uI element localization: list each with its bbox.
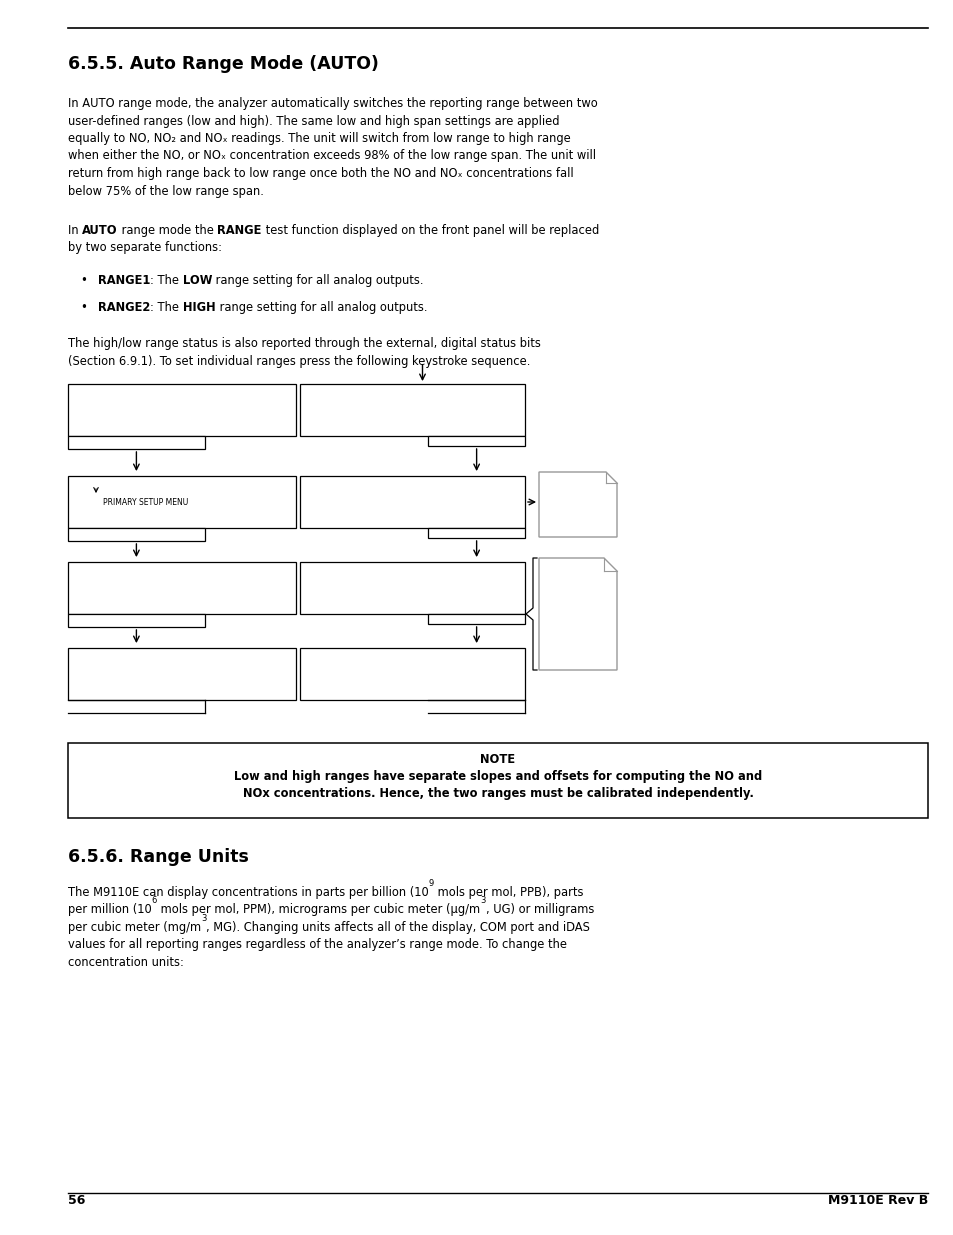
Text: range setting for all analog outputs.: range setting for all analog outputs. xyxy=(215,301,427,315)
Text: RANGE: RANGE xyxy=(217,224,261,237)
Polygon shape xyxy=(538,472,617,537)
Bar xyxy=(428,436,524,446)
Bar xyxy=(299,648,524,700)
Text: concentration units:: concentration units: xyxy=(68,956,184,969)
Bar xyxy=(68,436,205,450)
Text: (Section 6.9.1). To set individual ranges press the following keystroke sequence: (Section 6.9.1). To set individual range… xyxy=(68,354,530,368)
Text: NOx concentrations. Hence, the two ranges must be calibrated independently.: NOx concentrations. Hence, the two range… xyxy=(242,788,753,800)
Bar xyxy=(428,614,524,624)
Text: 6.5.5. Auto Range Mode (AUTO): 6.5.5. Auto Range Mode (AUTO) xyxy=(68,56,378,73)
Text: test function displayed on the front panel will be replaced: test function displayed on the front pan… xyxy=(261,224,598,237)
Text: range mode the: range mode the xyxy=(118,224,217,237)
Text: HIGH: HIGH xyxy=(183,301,215,315)
Text: : The: : The xyxy=(151,301,183,315)
Bar xyxy=(68,743,927,818)
Text: below 75% of the low range span.: below 75% of the low range span. xyxy=(68,184,264,198)
Text: AUTO: AUTO xyxy=(82,224,118,237)
Text: mols per mol, PPB), parts: mols per mol, PPB), parts xyxy=(434,885,583,899)
Bar xyxy=(68,384,295,436)
Bar xyxy=(68,562,295,614)
Text: NOTE: NOTE xyxy=(480,753,515,766)
Text: : The: : The xyxy=(151,274,183,287)
Text: per cubic meter (mg/m: per cubic meter (mg/m xyxy=(68,921,201,934)
Text: , MG). Changing units affects all of the display, COM port and iDAS: , MG). Changing units affects all of the… xyxy=(206,921,590,934)
Bar xyxy=(428,529,524,538)
Text: PRIMARY SETUP MENU: PRIMARY SETUP MENU xyxy=(103,498,188,508)
Text: Low and high ranges have separate slopes and offsets for computing the NO and: Low and high ranges have separate slopes… xyxy=(233,769,761,783)
Text: 9: 9 xyxy=(428,879,434,888)
Text: per million (10: per million (10 xyxy=(68,904,152,916)
Text: when either the NO, or NOₓ concentration exceeds 98% of the low range span. The : when either the NO, or NOₓ concentration… xyxy=(68,149,596,163)
Text: M9110E Rev B: M9110E Rev B xyxy=(827,1194,927,1207)
Bar xyxy=(68,529,205,541)
Text: 6.5.6. Range Units: 6.5.6. Range Units xyxy=(68,848,249,866)
Text: RANGE1: RANGE1 xyxy=(98,274,151,287)
Text: 3: 3 xyxy=(479,897,485,905)
Text: by two separate functions:: by two separate functions: xyxy=(68,242,222,254)
Bar xyxy=(68,475,295,529)
Bar xyxy=(68,614,205,627)
Text: 3: 3 xyxy=(201,914,206,923)
Text: In: In xyxy=(68,224,82,237)
Bar xyxy=(68,648,295,700)
Text: 6: 6 xyxy=(152,897,157,905)
Text: RANGE2: RANGE2 xyxy=(98,301,151,315)
Text: return from high range back to low range once both the NO and NOₓ concentrations: return from high range back to low range… xyxy=(68,167,573,180)
Text: 56: 56 xyxy=(68,1194,85,1207)
Text: •: • xyxy=(80,274,87,287)
Text: LOW: LOW xyxy=(183,274,213,287)
Bar xyxy=(299,562,524,614)
Text: values for all reporting ranges regardless of the analyzer’s range mode. To chan: values for all reporting ranges regardle… xyxy=(68,939,566,951)
Text: , UG) or milligrams: , UG) or milligrams xyxy=(485,904,594,916)
Text: user-defined ranges (low and high). The same low and high span settings are appl: user-defined ranges (low and high). The … xyxy=(68,115,558,127)
Text: range setting for all analog outputs.: range setting for all analog outputs. xyxy=(213,274,423,287)
Text: mols per mol, PPM), micrograms per cubic meter (μg/m: mols per mol, PPM), micrograms per cubic… xyxy=(157,904,479,916)
Text: The M9110E can display concentrations in parts per billion (10: The M9110E can display concentrations in… xyxy=(68,885,428,899)
Polygon shape xyxy=(538,558,617,671)
Bar xyxy=(299,475,524,529)
Text: The high/low range status is also reported through the external, digital status : The high/low range status is also report… xyxy=(68,337,540,350)
Text: equally to NO, NO₂ and NOₓ readings. The unit will switch from low range to high: equally to NO, NO₂ and NOₓ readings. The… xyxy=(68,132,570,144)
Text: •: • xyxy=(80,301,87,315)
Text: In AUTO range mode, the analyzer automatically switches the reporting range betw: In AUTO range mode, the analyzer automat… xyxy=(68,98,598,110)
Bar xyxy=(299,384,524,436)
